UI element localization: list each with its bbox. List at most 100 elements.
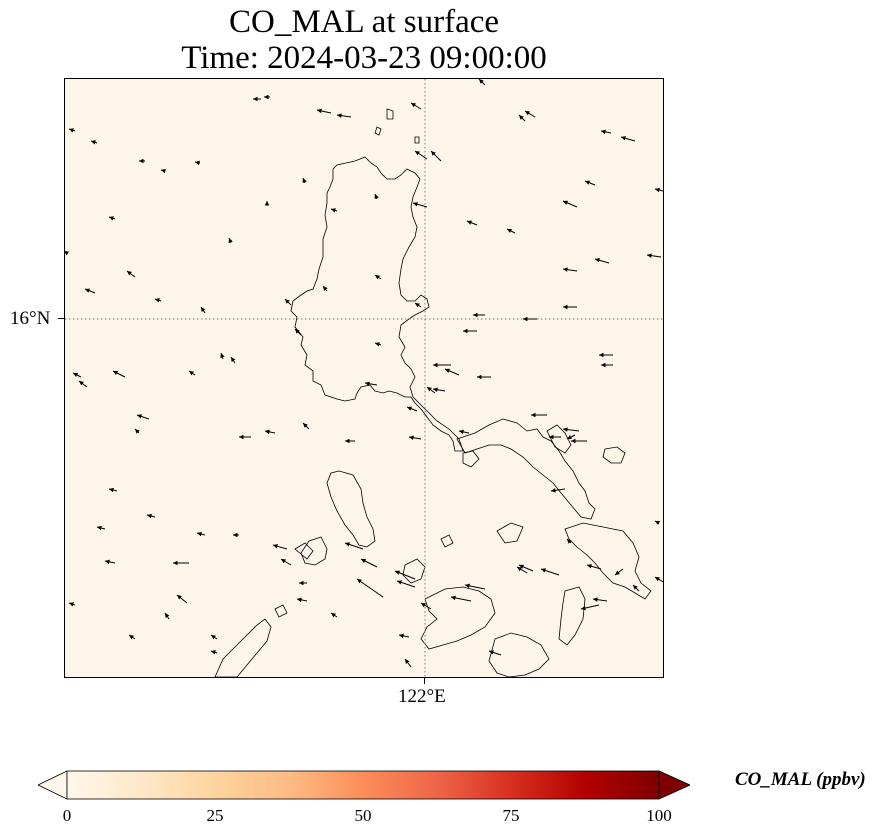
wind-vector-head [411, 103, 416, 108]
wind-vector-head [177, 595, 182, 600]
wind-vector-head [473, 312, 478, 318]
coastline-bicol [456, 418, 596, 520]
wind-vector-head [655, 187, 660, 193]
field-background [65, 79, 663, 677]
wind-vector-head [467, 220, 472, 225]
wind-vector-head [135, 429, 140, 434]
wind-vector-head [357, 579, 362, 584]
wind-vector-head [345, 438, 350, 444]
latitude-label: 16°N [10, 308, 51, 329]
wind-vector-head [519, 115, 524, 120]
wind-vector-head [239, 434, 244, 440]
colorbar-gradient [66, 770, 660, 800]
wind-vector-head [587, 564, 592, 569]
colorbar-extend-max [658, 770, 691, 800]
wind-vector-head [303, 423, 308, 428]
wind-vector-head [189, 371, 194, 376]
wind-vector-head [601, 129, 606, 135]
wind-vector-head [517, 567, 522, 572]
wind-vector-head [211, 650, 216, 655]
wind-vector-head [155, 298, 160, 303]
colorbar-tick-0: 0 [62, 806, 72, 825]
wind-vector-head [421, 603, 426, 608]
map-panel [64, 78, 664, 678]
wind-vector-head [615, 570, 620, 575]
longitude-label: 122°E [398, 686, 446, 707]
wind-vector-head [285, 299, 290, 304]
wind-vector-head [531, 412, 536, 418]
wind-vector-head [231, 357, 236, 362]
wind-vector-head [551, 488, 556, 493]
wind-vector-head [233, 532, 238, 538]
wind-vector-head [523, 316, 528, 322]
wind-vector-head [299, 580, 304, 586]
wind-vector-head [173, 560, 178, 566]
map-title: CO_MAL at surface [228, 4, 500, 40]
wind-vector-head [595, 258, 600, 263]
wind-vector-head [109, 216, 114, 221]
wind-vector-shaft [356, 578, 384, 598]
map-subtitle-time: Time: 2024-03-23 09:00:00 [181, 40, 547, 76]
colorbar-label: CO_MAL (ppbv) [735, 769, 866, 790]
wind-vector-head [165, 613, 170, 618]
wind-vector-head [405, 659, 410, 664]
wind-vector-head [459, 429, 464, 435]
wind-vector-head [211, 635, 216, 640]
wind-vector-head [489, 650, 494, 655]
lat-tick [58, 318, 64, 319]
wind-vector-head [331, 613, 336, 618]
wind-vector-head [525, 111, 530, 116]
wind-vector-head [337, 113, 342, 118]
wind-vector-head [265, 429, 270, 435]
wind-vector-head [345, 542, 350, 547]
wind-vector-head [445, 368, 451, 373]
wind-vector-head [361, 559, 367, 564]
colorbar-tick-100: 100 [646, 806, 672, 825]
wind-vector-head [451, 595, 456, 601]
wind-vector-head [91, 140, 96, 145]
wind-vector-head [295, 329, 300, 334]
wind-vector-head [85, 288, 90, 293]
colorbar-extend-min [37, 770, 68, 800]
wind-vector-head [399, 633, 404, 639]
coastline-samar [564, 522, 652, 600]
colorbar-tick-50: 50 [354, 806, 372, 825]
wind-vector-head [563, 304, 568, 310]
wind-vector-head [97, 525, 102, 531]
wind-vector-head [281, 559, 286, 564]
wind-vector-head [655, 521, 661, 526]
wind-vector-head [69, 128, 74, 133]
colorbar-tick-75: 75 [502, 806, 520, 825]
wind-vector-head [409, 435, 414, 440]
lon-tick [424, 678, 425, 684]
wind-vector-head [147, 513, 152, 519]
wind-vector-head [431, 151, 436, 156]
wind-vector-head [297, 597, 302, 603]
wind-vector-head [113, 371, 119, 376]
wind-vector-head [331, 208, 336, 213]
wind-vector-head [375, 342, 380, 347]
wind-vector-head [601, 362, 606, 368]
wind-vector-head [365, 381, 370, 386]
wind-vector-head [549, 434, 554, 440]
wind-vector-head [201, 307, 206, 312]
wind-vector-head [463, 328, 468, 334]
wind-vector-head [105, 559, 110, 565]
wind-vector-head [397, 580, 402, 585]
wind-vector-head [137, 414, 142, 419]
wind-vector-head [585, 180, 590, 185]
wind-vector-head [567, 539, 572, 544]
coastline-palawan [214, 618, 272, 677]
wind-vector-head [127, 271, 132, 276]
wind-vector-head [264, 94, 269, 100]
wind-vector-head [541, 568, 546, 573]
wind-vector-head [433, 387, 438, 392]
wind-vector-head [220, 353, 225, 358]
wind-vector-head [433, 362, 438, 368]
wind-vector-head [507, 229, 513, 234]
wind-vector-head [69, 602, 74, 607]
wind-vector-head [253, 96, 258, 102]
wind-vector-head [465, 583, 470, 589]
colorbar-tick-25: 25 [206, 806, 224, 825]
wind-vector-head [647, 253, 652, 258]
